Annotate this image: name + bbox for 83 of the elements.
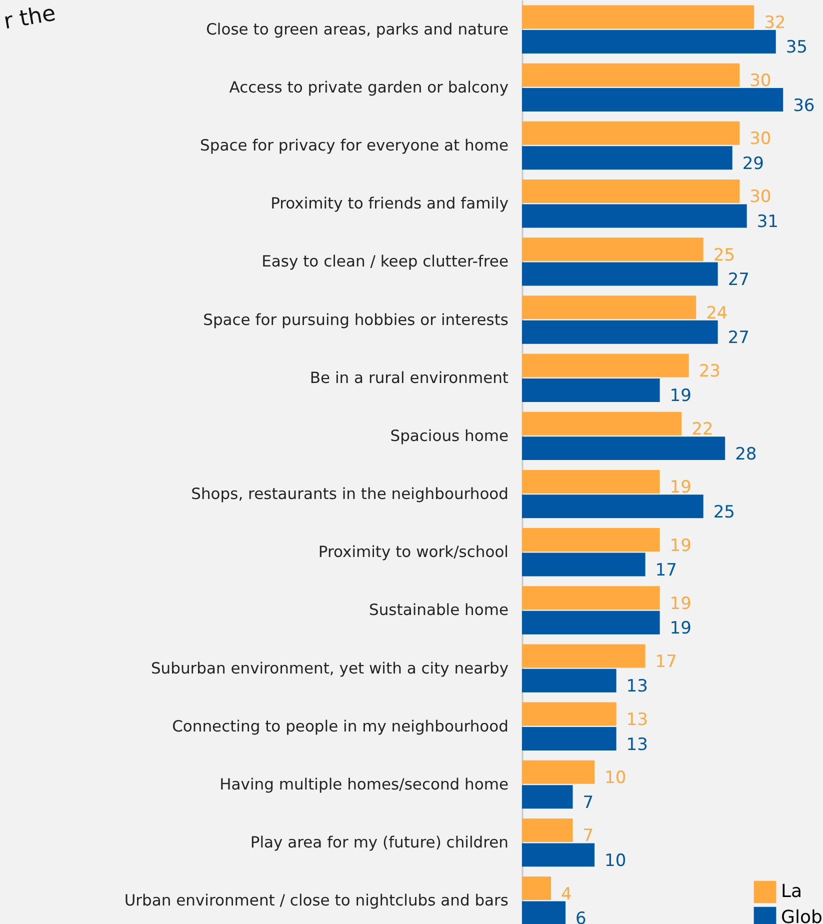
data-label: 35: [786, 38, 808, 58]
data-label: 13: [626, 734, 648, 755]
y-tick-label: Spacious home: [390, 426, 508, 445]
data-label: 31: [756, 212, 778, 232]
bar: [522, 262, 718, 286]
data-label: 7: [582, 792, 594, 813]
bar: [522, 494, 704, 518]
bar: [522, 320, 718, 344]
bar: [522, 818, 573, 842]
y-tick-label: Close to green areas, parks and nature: [206, 20, 508, 38]
bar: [522, 586, 660, 610]
bar: [522, 238, 704, 262]
bar: [522, 378, 660, 402]
bar: [522, 528, 660, 552]
y-tick-label: Urban environment / close to nightclubs and bars: [124, 892, 508, 910]
y-tick-label: Space for privacy for everyone at home: [200, 136, 508, 155]
y-tick-label: Proximity to friends and family: [270, 194, 508, 213]
data-label: 17: [655, 652, 677, 672]
data-label: 25: [713, 245, 735, 266]
bar: [522, 843, 595, 867]
bar: [522, 901, 566, 924]
legend-label: La: [781, 881, 802, 902]
data-label: 30: [750, 71, 772, 92]
y-tick-label: Proximity to work/school: [318, 543, 508, 562]
bar: [522, 179, 740, 203]
data-label: 13: [626, 676, 648, 697]
bar: [522, 436, 726, 460]
y-tick-label: Access to private garden or balcony: [229, 78, 508, 96]
data-label: 30: [750, 129, 772, 150]
data-label: 25: [713, 502, 735, 522]
bar: [522, 668, 616, 692]
data-label: 6: [576, 909, 586, 924]
data-label: 19: [670, 478, 692, 498]
data-label: 4: [561, 884, 572, 904]
y-tick-label: Shops, restaurants in the neighbourhood: [191, 485, 508, 504]
data-label: 19: [670, 536, 692, 556]
text: r the: [2, 1, 58, 35]
data-label: 36: [793, 96, 815, 116]
y-tick-label: Having multiple homes/second home: [220, 775, 508, 794]
data-label: 32: [764, 12, 786, 33]
y-tick-label: Space for pursuing hobbies or interests: [203, 310, 508, 329]
bar: [522, 146, 732, 170]
y-tick-label: Easy to clean / keep clutter-free: [262, 252, 508, 271]
y-tick-label: Sustainable home: [369, 601, 508, 620]
bar: [522, 727, 616, 751]
data-label: 7: [582, 826, 594, 846]
data-label: 10: [604, 850, 626, 871]
data-label: 19: [670, 594, 692, 614]
bar: [522, 785, 573, 809]
bar: [522, 876, 552, 900]
bar: [522, 30, 776, 54]
bar: [522, 354, 689, 378]
data-label: 22: [692, 420, 714, 440]
y-tick-label: Connecting to people in my neighbourhood: [172, 717, 508, 736]
bar: [522, 121, 740, 145]
bar: [522, 470, 660, 494]
bar: [522, 412, 682, 436]
data-label: 30: [750, 187, 772, 208]
bar: [522, 204, 747, 228]
data-label: 29: [742, 154, 764, 174]
bar: [522, 5, 754, 29]
data-label: 23: [698, 362, 720, 382]
y-tick-label: Be in a rural environment: [310, 368, 508, 387]
bar: [522, 296, 696, 320]
data-label: 27: [728, 328, 750, 348]
data-label: 28: [735, 444, 757, 464]
legend-label: Glob: [781, 907, 822, 924]
data-label: 19: [670, 386, 692, 406]
bar: [522, 702, 616, 726]
data-label: 17: [655, 560, 677, 580]
data-label: 19: [670, 618, 692, 639]
bar: [522, 552, 646, 576]
bar: [522, 88, 784, 112]
y-tick-label: Suburban environment, yet with a city nearby: [150, 659, 508, 678]
bar: [522, 610, 660, 634]
bar: [522, 644, 646, 668]
y-tick-label: Play area for my (future) children: [250, 834, 508, 852]
bar: [522, 760, 595, 784]
data-label: 10: [604, 768, 626, 788]
data-label: 13: [626, 710, 648, 730]
data-label: 27: [728, 270, 750, 290]
data-label: 24: [706, 303, 728, 324]
bar: [522, 63, 740, 87]
